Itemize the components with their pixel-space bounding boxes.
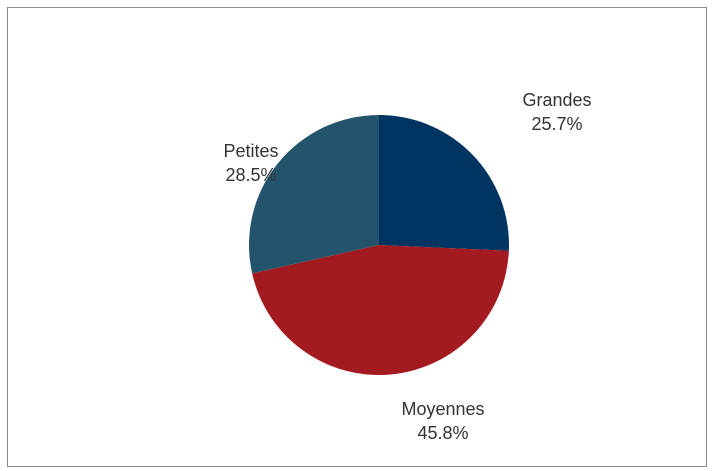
pie-slices [248, 115, 509, 375]
pie-label-moyennes: Moyennes [401, 399, 484, 419]
pie-value-grandes: 25.7% [531, 114, 582, 134]
pie-label-petites: Petites [223, 141, 278, 161]
chart-frame: Grandes 25.7% Moyennes 45.8% Petites 28.5% [7, 7, 707, 467]
pie-value-moyennes: 45.8% [417, 423, 468, 443]
pie-chart: Grandes 25.7% Moyennes 45.8% Petites 28.5% [223, 90, 591, 443]
pie-slice-petites [248, 115, 379, 274]
pie-label-grandes: Grandes [522, 90, 591, 110]
pie-slice-moyennes [252, 245, 509, 375]
pie-slice-grandes [379, 115, 509, 251]
pie-labels: Grandes 25.7% Moyennes 45.8% Petites 28.5% [223, 90, 591, 443]
pie-value-petites: 28.5% [225, 165, 276, 185]
